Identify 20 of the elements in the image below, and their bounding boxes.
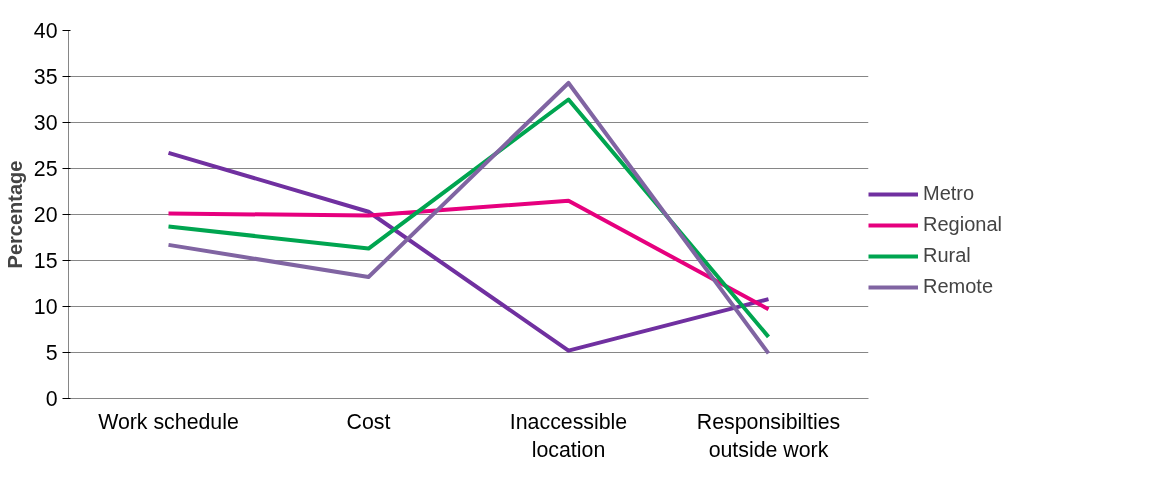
x-tick-label: Cost (346, 409, 391, 434)
y-tick-label: 0 (45, 387, 58, 411)
line-series (166, 198, 771, 312)
y-tick-label: 40 (33, 19, 58, 43)
legend-label: Rural (923, 244, 971, 267)
y-axis-title: Percentage (3, 160, 26, 269)
y-tick-label: 25 (33, 157, 58, 181)
legend-label: Remote (923, 275, 994, 298)
y-tick-label: 35 (33, 65, 58, 89)
x-tick-label: Work schedule (98, 409, 239, 434)
legend-label: Regional (923, 213, 1002, 236)
y-tick-label: 5 (45, 341, 58, 365)
y-tick-label: 15 (33, 249, 58, 273)
line-series (166, 150, 771, 353)
legend-label: Metro (923, 182, 975, 205)
x-tick-label: Responsibilties outside work (696, 409, 841, 463)
y-tick-label: 30 (33, 111, 58, 135)
x-tick-label: Inaccessible location (509, 409, 628, 463)
y-tick-label: 10 (33, 295, 58, 319)
y-tick-label: 20 (33, 203, 58, 227)
